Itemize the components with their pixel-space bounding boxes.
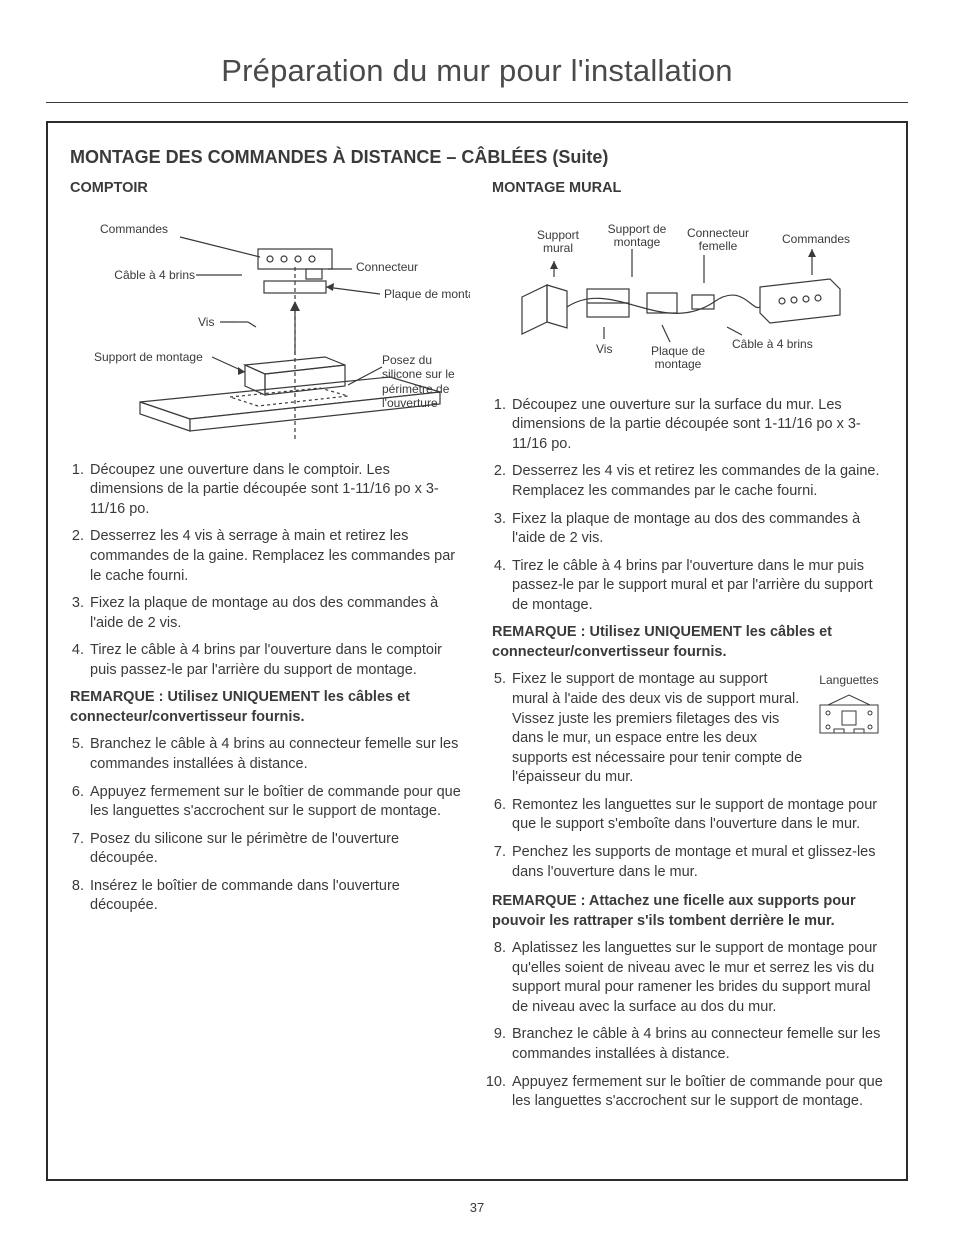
- step-item: Insérez le boîtier de commande dans l'ou…: [88, 877, 462, 916]
- step-item: Branchez le câble à 4 brins au connecteu…: [510, 1025, 884, 1064]
- step-item: Tirez le câble à 4 brins par l'ouverture…: [88, 641, 462, 680]
- step-item: Fixez la plaque de montage au dos des co…: [88, 594, 462, 633]
- fig-label: Plaque de montage: [642, 345, 714, 371]
- step-item: Fixez la plaque de montage au dos des co…: [510, 510, 884, 549]
- content-frame: MONTAGE DES COMMANDES À DISTANCE – CÂBLÉ…: [46, 121, 908, 1181]
- right-remark-a: REMARQUE : Utilisez UNIQUEMENT les câble…: [492, 623, 884, 662]
- fig-label: Posez du silicone sur le périmètre de l'…: [382, 353, 470, 413]
- step-item: Aplatissez les languettes sur le support…: [510, 939, 884, 1017]
- fig-label: Vis: [198, 315, 214, 329]
- step-item: Découpez une ouverture sur la surface du…: [510, 396, 884, 455]
- step-item: Remontez les languettes sur le support d…: [510, 796, 884, 835]
- step-item: Appuyez fermement sur le boîtier de comm…: [88, 783, 462, 822]
- step-item: Tirez le câble à 4 brins par l'ouverture…: [510, 557, 884, 616]
- fig-label: Plaque de montage: [384, 287, 470, 301]
- right-steps-a: Découpez une ouverture sur la surface du…: [492, 396, 884, 616]
- step-item: Desserrez les 4 vis et retirez les comma…: [510, 462, 884, 501]
- fig-label: Câble à 4 brins: [114, 268, 195, 282]
- fig-label: Vis: [596, 342, 612, 356]
- fig-label: Support de montage: [94, 350, 203, 364]
- mural-figure: Support mural Support de montage Connect…: [492, 207, 884, 382]
- title-rule: [46, 102, 908, 103]
- step-item: Découpez une ouverture dans le comptoir.…: [88, 461, 462, 520]
- fig-label: Connecteur: [356, 260, 418, 274]
- step-item: Appuyez fermement sur le boîtier de comm…: [510, 1073, 884, 1112]
- right-column: MONTAGE MURAL: [492, 179, 884, 1120]
- comptoir-figure: Commandes Câble à 4 brins Vis Support de…: [70, 207, 462, 447]
- page-number: 37: [0, 1199, 954, 1217]
- languettes-caption: Languettes: [814, 672, 884, 688]
- left-steps-b: Branchez le câble à 4 brins au connecteu…: [70, 735, 462, 916]
- fig-label: Commandes: [782, 232, 850, 246]
- right-steps-c: Aplatissez les languettes sur le support…: [492, 939, 884, 1112]
- fig-label: Connecteur femelle: [678, 227, 758, 253]
- section-heading: MONTAGE DES COMMANDES À DISTANCE – CÂBLÉ…: [70, 145, 884, 169]
- languettes-figure: Languettes: [814, 672, 884, 745]
- page-title: Préparation du mur pour l'installation: [46, 50, 908, 92]
- left-subheading: COMPTOIR: [70, 179, 462, 199]
- fig-label: Support mural: [528, 229, 588, 255]
- page-root: Préparation du mur pour l'installation M…: [0, 0, 954, 1235]
- fig-label: Support de montage: [600, 223, 674, 249]
- step-item: Branchez le câble à 4 brins au connecteu…: [88, 735, 462, 774]
- step-item: Posez du silicone sur le périmètre de l'…: [88, 830, 462, 869]
- fig-label: Commandes: [100, 222, 168, 236]
- right-remark-b: REMARQUE : Attachez une ficelle aux supp…: [492, 892, 884, 931]
- left-remark-a: REMARQUE : Utilisez UNIQUEMENT les câble…: [70, 688, 462, 727]
- left-steps-a: Découpez une ouverture dans le comptoir.…: [70, 461, 462, 681]
- columns: COMPTOIR: [70, 179, 884, 1120]
- right-subheading: MONTAGE MURAL: [492, 179, 884, 199]
- fig-label: Câble à 4 brins: [732, 337, 813, 351]
- left-column: COMPTOIR: [70, 179, 462, 1120]
- step-item: Desserrez les 4 vis à serrage à main et …: [88, 527, 462, 586]
- step-item: Penchez les supports de montage et mural…: [510, 843, 884, 882]
